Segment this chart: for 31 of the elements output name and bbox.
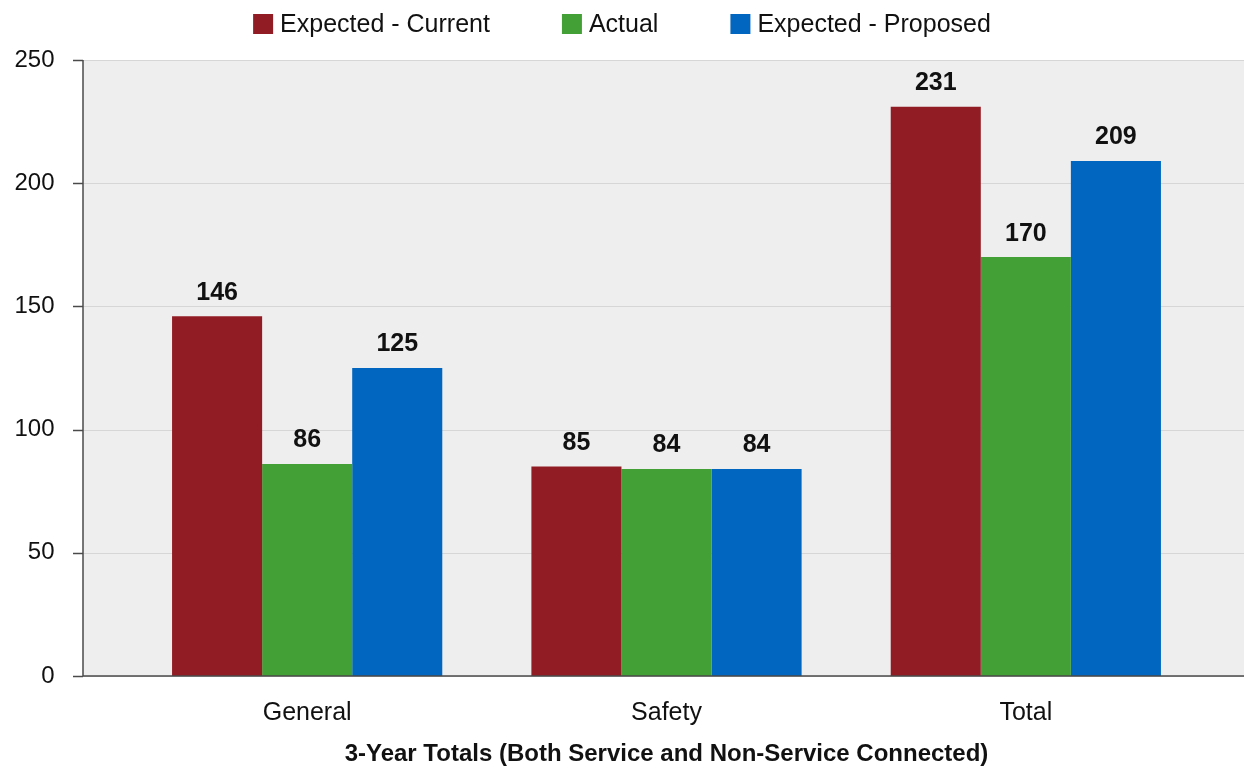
bar	[531, 466, 622, 676]
x-tick-label: General	[262, 696, 352, 725]
y-tick-label: 150	[14, 291, 55, 319]
y-tick-label: 100	[14, 414, 55, 442]
legend-label: Expected - Proposed	[757, 8, 991, 37]
bar	[1070, 161, 1161, 676]
data-label: 231	[914, 67, 957, 96]
bar	[352, 368, 443, 676]
bar	[172, 316, 263, 676]
bar	[890, 106, 981, 676]
bar	[711, 469, 802, 676]
y-tick-label: 0	[41, 660, 55, 688]
bar	[621, 469, 712, 676]
y-tick-label: 50	[27, 537, 55, 565]
bar	[262, 464, 353, 676]
data-label: 170	[1004, 217, 1047, 246]
data-label: 146	[196, 276, 238, 305]
data-label: 125	[376, 328, 419, 357]
y-tick-label: 250	[14, 44, 55, 72]
x-tick-label: Safety	[631, 696, 703, 725]
bar	[980, 257, 1071, 676]
data-label: 84	[742, 429, 771, 458]
x-tick-label: Total	[999, 696, 1053, 725]
x-axis-title: 3-Year Totals (Both Service and Non-Service Connected)	[344, 739, 989, 767]
data-label: 86	[293, 424, 322, 453]
legend-label: Actual	[588, 8, 659, 37]
y-tick-label: 200	[14, 167, 55, 195]
data-label: 85	[562, 426, 591, 455]
data-label: 84	[652, 429, 681, 458]
data-label: 209	[1095, 121, 1137, 150]
legend-label: Expected - Current	[280, 8, 490, 37]
